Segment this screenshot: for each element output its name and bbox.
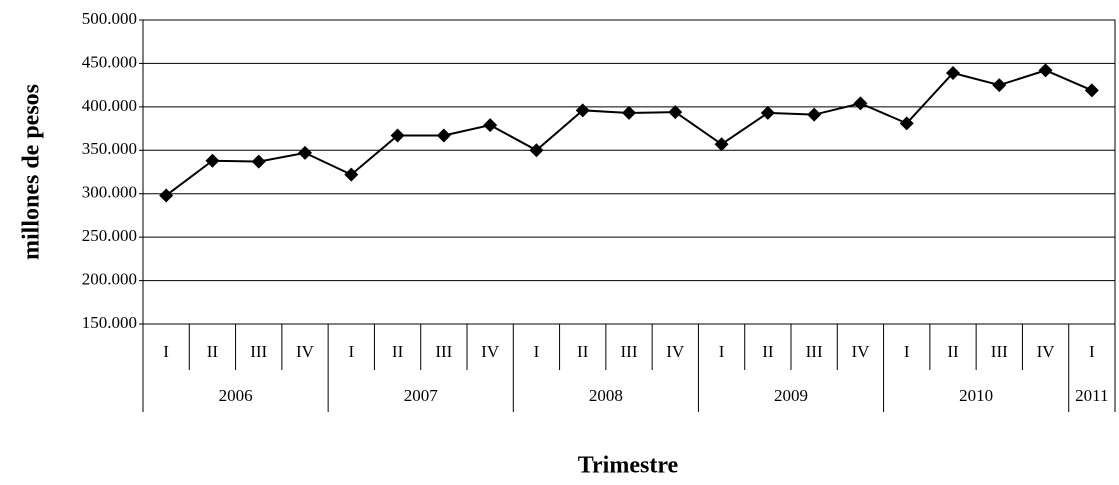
data-point bbox=[622, 105, 636, 120]
y-tick-label: 350.000 bbox=[82, 139, 137, 158]
plot-frame bbox=[142, 19, 1116, 325]
x-tick-label: IV bbox=[481, 342, 500, 361]
data-point bbox=[205, 153, 220, 168]
data-point bbox=[159, 188, 174, 203]
data-point bbox=[436, 128, 451, 143]
x-tick-label: IV bbox=[666, 342, 685, 361]
x-group-label: 2011 bbox=[1075, 386, 1108, 405]
x-tick-label: II bbox=[392, 342, 404, 361]
x-tick-label: I bbox=[1089, 342, 1095, 361]
x-axis-title: Trimestre bbox=[578, 453, 679, 479]
data-point bbox=[760, 105, 775, 120]
y-tick-label: 300.000 bbox=[82, 183, 137, 202]
data-point bbox=[1038, 63, 1053, 78]
y-tick-label: 450.000 bbox=[82, 52, 137, 71]
data-point bbox=[992, 78, 1007, 93]
x-tick-label: III bbox=[250, 342, 267, 361]
x-group-label: 2007 bbox=[404, 386, 439, 405]
x-group-label: 2006 bbox=[219, 386, 253, 405]
x-tick-label: III bbox=[621, 342, 638, 361]
x-tick-label: IV bbox=[1037, 342, 1056, 361]
y-axis-title: millones de pesos bbox=[19, 84, 45, 260]
x-tick-label: II bbox=[207, 342, 219, 361]
data-point bbox=[1084, 83, 1099, 98]
x-group-label: 2009 bbox=[774, 386, 808, 405]
data-point bbox=[946, 65, 960, 80]
x-tick-label: II bbox=[947, 342, 959, 361]
x-tick-label: IV bbox=[851, 342, 870, 361]
data-point bbox=[668, 105, 683, 120]
y-tick-label: 250.000 bbox=[82, 226, 137, 245]
x-tick-label: II bbox=[762, 342, 774, 361]
data-point bbox=[298, 145, 312, 160]
data-line bbox=[165, 69, 1093, 197]
y-tick-label: 200.000 bbox=[82, 269, 137, 288]
x-group-label: 2010 bbox=[959, 386, 993, 405]
x-tick-label: III bbox=[991, 342, 1008, 361]
data-point bbox=[853, 96, 868, 111]
x-tick-label: I bbox=[534, 342, 540, 361]
data-point bbox=[251, 154, 266, 169]
data-point bbox=[529, 143, 544, 158]
data-point bbox=[714, 137, 729, 152]
data-point bbox=[807, 107, 822, 122]
y-tick-label: 500.000 bbox=[82, 9, 137, 28]
x-tick-label: I bbox=[163, 342, 169, 361]
x-tick-label: II bbox=[577, 342, 589, 361]
data-point bbox=[344, 167, 359, 182]
x-tick-label: I bbox=[719, 342, 725, 361]
data-point bbox=[483, 118, 498, 133]
x-tick-label: I bbox=[348, 342, 354, 361]
y-tick-label: 400.000 bbox=[82, 96, 137, 115]
x-tick-label: IV bbox=[296, 342, 315, 361]
x-tick-label: I bbox=[904, 342, 910, 361]
data-point bbox=[899, 116, 914, 131]
x-group-label: 2008 bbox=[589, 386, 623, 405]
y-tick-label: 150.000 bbox=[82, 313, 137, 332]
data-point bbox=[575, 103, 590, 118]
x-tick-label: III bbox=[806, 342, 823, 361]
x-tick-label: III bbox=[435, 342, 452, 361]
data-point bbox=[390, 128, 405, 143]
